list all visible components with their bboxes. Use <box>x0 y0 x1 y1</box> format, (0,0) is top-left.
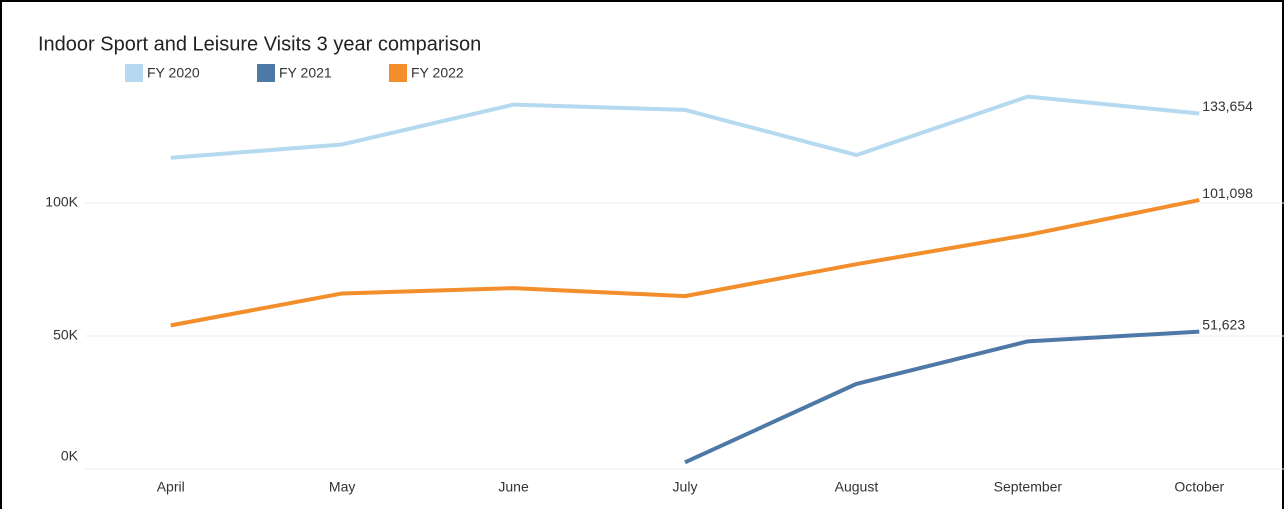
x-tick-label: July <box>673 479 698 495</box>
y-tick-label: 50K <box>53 327 79 343</box>
legend-label: FY 2021 <box>279 65 332 81</box>
series-line <box>170 198 1200 328</box>
x-tick-label: June <box>498 479 529 495</box>
x-tick-label: October <box>1174 479 1224 495</box>
legend-label: FY 2020 <box>147 65 200 81</box>
series-line <box>684 329 1200 465</box>
legend-label: FY 2022 <box>411 65 464 81</box>
data-label: 133,654 <box>1202 98 1253 114</box>
series-line <box>170 94 1200 160</box>
x-tick-label: September <box>994 479 1063 495</box>
chart-title: Indoor Sport and Leisure Visits 3 year c… <box>38 33 481 55</box>
data-label: 101,098 <box>1202 185 1253 201</box>
x-tick-label: August <box>835 479 879 495</box>
legend-swatch <box>125 64 143 82</box>
x-tick-label: May <box>329 479 355 495</box>
data-label: 51,623 <box>1202 316 1245 332</box>
x-tick-label: April <box>157 479 185 495</box>
y-tick-label: 0K <box>61 448 79 464</box>
legend-swatch <box>389 64 407 82</box>
y-tick-label: 100K <box>45 194 78 210</box>
legend-swatch <box>257 64 275 82</box>
